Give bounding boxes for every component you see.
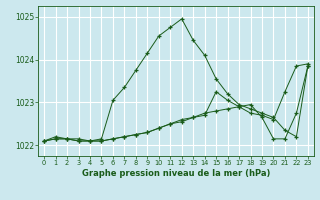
X-axis label: Graphe pression niveau de la mer (hPa): Graphe pression niveau de la mer (hPa) — [82, 169, 270, 178]
